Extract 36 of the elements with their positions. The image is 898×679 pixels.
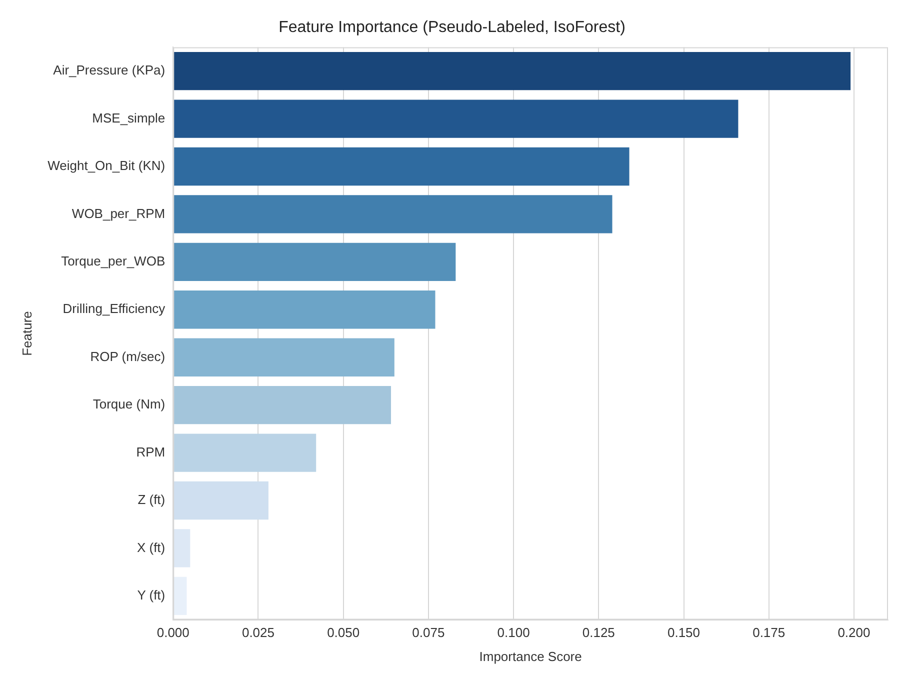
- x-tick-label: 0.075: [412, 625, 445, 640]
- x-tick-label: 0.125: [582, 625, 615, 640]
- bar: [174, 290, 436, 329]
- y-tick-label: RPM: [136, 444, 166, 460]
- y-tick-label: Y (ft): [137, 588, 166, 603]
- y-tick-label: Torque_per_WOB: [61, 254, 166, 269]
- x-tick-label: 0.175: [752, 625, 786, 640]
- bar: [174, 434, 316, 472]
- y-tick-label: ROP (m/sec): [90, 348, 166, 364]
- bar: [174, 529, 190, 568]
- y-tick-label: Torque (Nm): [92, 396, 166, 412]
- x-axis-title: Importance Score: [479, 648, 582, 664]
- y-tick-label: Drilling_Efficiency: [62, 301, 166, 316]
- bar: [174, 100, 738, 138]
- y-tick-label: Air_Pressure (KPa): [53, 62, 166, 78]
- x-tick-label: 0.025: [242, 625, 275, 640]
- bar: [174, 338, 394, 376]
- y-tick-label: WOB_per_RPM: [72, 206, 166, 221]
- bar: [174, 52, 851, 90]
- chart-title: Feature Importance (Pseudo-Labeled, IsoForest): [278, 19, 626, 36]
- bar: [174, 242, 456, 282]
- y-tick-label: Z (ft): [138, 492, 166, 508]
- x-tick-label: 0.050: [327, 625, 360, 640]
- x-tick-label: 0.000: [156, 625, 190, 640]
- x-tick-label: 0.100: [497, 625, 530, 640]
- y-tick-label: MSE_simple: [92, 110, 166, 126]
- bar: [174, 195, 612, 234]
- bar: [174, 576, 187, 616]
- x-tick-label: 0.200: [838, 625, 870, 640]
- y-axis-title: Feature: [19, 311, 34, 356]
- x-tick-label: 0.150: [667, 625, 700, 640]
- y-tick-label: X (ft): [136, 540, 166, 555]
- y-tick-label: Weight_On_Bit (KN): [48, 158, 166, 174]
- bar: [174, 386, 391, 424]
- bar: [174, 481, 268, 520]
- bar: [174, 147, 630, 186]
